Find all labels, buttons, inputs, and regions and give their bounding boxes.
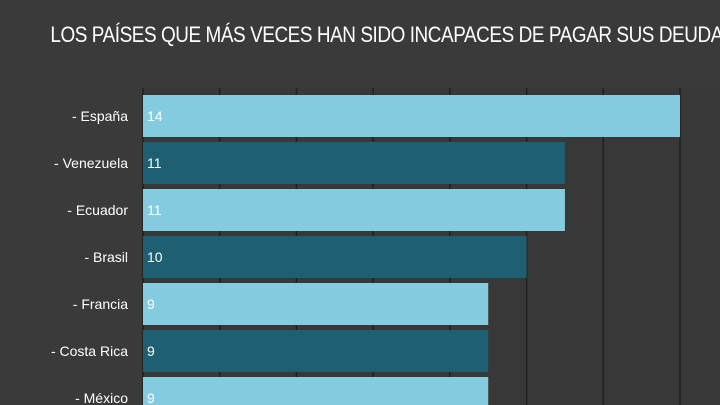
bar [143,377,489,405]
category-label: - Ecuador [67,202,128,218]
category-label: - España [72,108,128,124]
bar [143,283,489,325]
bar [143,95,680,137]
bar [143,236,527,278]
value-label: 10 [147,249,163,265]
category-label: - Venezuela [54,155,128,171]
value-label: 9 [147,343,155,359]
chart-title: LOS PAÍSES QUE MÁS VECES HAN SIDO INCAPA… [50,22,720,47]
category-label: - Costa Rica [51,343,128,359]
category-label: - Francia [73,296,128,312]
value-label: 11 [147,202,162,218]
value-label: 11 [147,155,162,171]
value-label: 9 [147,390,155,405]
value-label: 9 [147,296,155,312]
bar [143,330,489,372]
category-label: - Brasil [84,249,128,265]
category-label: - México [75,390,128,405]
bar [143,142,565,184]
value-label: 14 [147,108,163,124]
bars: 14 - España 11 - Venezuela 11 - Ecuador 10 - Br… [51,95,680,405]
bar [143,189,565,231]
